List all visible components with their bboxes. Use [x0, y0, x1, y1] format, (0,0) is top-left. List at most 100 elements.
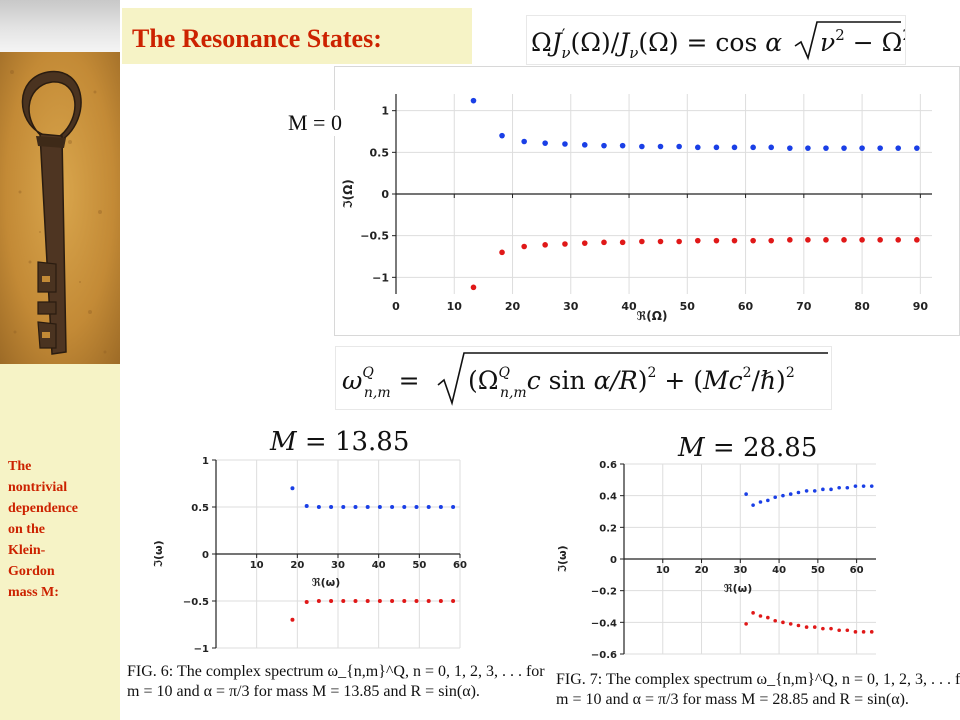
sidebar-caption-line: dependence: [8, 501, 78, 516]
data-point: [499, 132, 505, 139]
data-point: [426, 599, 431, 603]
data-point: [812, 625, 817, 629]
data-point: [402, 505, 407, 509]
sidebar-caption: The nontrivial dependence on the Klein- …: [8, 456, 118, 603]
data-point: [562, 141, 568, 147]
data-point: [788, 622, 793, 626]
data-point: [365, 505, 370, 509]
data-point: [341, 599, 346, 603]
svg-text:ΩJ′ν(Ω)/Jν(Ω) = cos α: ΩJ′ ν(Ω)/Jν(Ω) = cos α: [531, 25, 782, 62]
data-point: [451, 599, 456, 603]
data-point: [837, 628, 841, 633]
data-point: [829, 626, 833, 631]
x-tick-label: 20: [290, 560, 304, 571]
data-point: [377, 599, 382, 603]
data-point: [329, 599, 334, 603]
svg-text:M = 13.85: M = 13.85: [269, 427, 409, 457]
data-point: [859, 145, 865, 151]
x-tick-label: 30: [331, 560, 345, 571]
y-tick-label: 0.2: [599, 523, 617, 534]
data-point: [845, 628, 850, 633]
x-tick-label: 60: [453, 560, 467, 571]
data-point: [781, 620, 785, 625]
formula-mass-13-85: M = 13.85: [268, 420, 418, 460]
data-point: [859, 237, 865, 243]
y-tick-label: 0: [202, 550, 209, 561]
chart-fig6: −1 −0.5 0 0.5 1 10 20 30 40 50 60 ℜ(ω) ℑ(ω): [152, 456, 467, 655]
x-tick-label: 70: [796, 300, 812, 313]
data-point: [542, 242, 548, 248]
data-point: [804, 489, 809, 493]
x-tick-label: 20: [505, 300, 521, 313]
data-point: [768, 144, 774, 151]
y-tick-label: 0: [610, 555, 617, 566]
x-tick-label: 0: [392, 300, 400, 313]
data-point: [796, 490, 801, 495]
data-point: [402, 599, 407, 603]
caption-fig7-line-2: m = 10 and α = π/3 for mass M = 28.85 an…: [556, 691, 909, 708]
data-point: [619, 142, 626, 149]
data-point: [853, 484, 858, 488]
data-point: [895, 145, 902, 151]
data-point: [804, 625, 809, 629]
data-point: [829, 487, 833, 492]
data-point: [877, 145, 883, 151]
data-point: [657, 143, 664, 150]
y-tick-label: −0.5: [360, 230, 389, 243]
data-point: [914, 145, 920, 151]
data-point: [341, 505, 346, 509]
caption-fig6-line-2: m = 10 and α = π/3 for mass M = 13.85 an…: [127, 683, 480, 700]
data-point: [750, 144, 756, 151]
data-point: [796, 623, 801, 628]
x-tick-label: 60: [850, 565, 864, 576]
data-point: [781, 493, 785, 498]
data-point: [499, 249, 505, 256]
data-point: [414, 599, 419, 603]
data-point: [787, 237, 793, 243]
svg-text:ωQn,m =: ωQ n,m =: [342, 365, 420, 401]
data-point: [805, 237, 811, 243]
data-point: [601, 142, 607, 149]
y-tick-label: −0.5: [183, 597, 209, 608]
data-point: [694, 144, 701, 151]
data-point: [639, 238, 645, 245]
x-tick-label: 60: [738, 300, 754, 313]
x-tick-label: 10: [250, 560, 264, 571]
y-tick-label: −1: [372, 271, 389, 284]
data-point: [619, 239, 626, 246]
sidebar-caption-line: nontrivial: [8, 480, 68, 495]
data-point: [823, 237, 829, 243]
y-tick-label: 0.4: [599, 492, 617, 503]
y-tick-label: −0.6: [591, 650, 617, 661]
svg-text:ν2 − Ω2: ν2 − Ω2: [820, 26, 905, 57]
chart-fig7: −0.6 −0.4 −0.2 0 0.2 0.4 0.6 10 20 30 40 50 60 ℜ(ω) ℑ(…: [556, 460, 876, 661]
data-point: [768, 237, 774, 244]
sidebar-caption-line: Gordon: [8, 564, 55, 579]
data-point: [758, 614, 763, 618]
data-point: [788, 492, 793, 496]
data-point: [470, 97, 477, 104]
data-point: [751, 611, 755, 615]
data-point: [657, 238, 664, 245]
data-point: [676, 143, 682, 150]
data-point: [758, 500, 763, 504]
y-tick-label: 1: [381, 105, 389, 118]
data-point: [731, 144, 738, 151]
x-tick-label: 80: [854, 300, 870, 313]
formula-frequency: ωQ n,m = (ΩQ n,mc sin α/R)2 + (Mc2/ℏ)2: [335, 346, 832, 410]
data-point: [731, 237, 738, 244]
y-axis-label: ℑ(ω): [152, 540, 165, 567]
sidebar-panel: [0, 364, 120, 720]
data-point: [821, 626, 825, 631]
data-point: [805, 145, 811, 151]
y-tick-label: 0: [381, 188, 389, 201]
chart-main: −1−0.500.510 10 20 30 40 50 60 70 80 90ℜ(Ω)ℑ(Ω): [341, 94, 932, 323]
formula-mass-28-85-render: M = 28.85: [677, 433, 817, 463]
sidebar-caption-line: The: [8, 459, 32, 474]
caption-fig7-line-1: FIG. 7: The complex spectrum ω_{n,m}^Q, …: [556, 671, 960, 688]
data-point: [861, 630, 866, 634]
data-point: [451, 505, 456, 509]
sidebar-top-gradient: [0, 0, 120, 52]
formula-resonance-condition-render: ΩJ′ν(Ω)/Jν(Ω) = cos α ν2 − Ω2: [531, 21, 912, 62]
key-photo: [0, 52, 120, 364]
